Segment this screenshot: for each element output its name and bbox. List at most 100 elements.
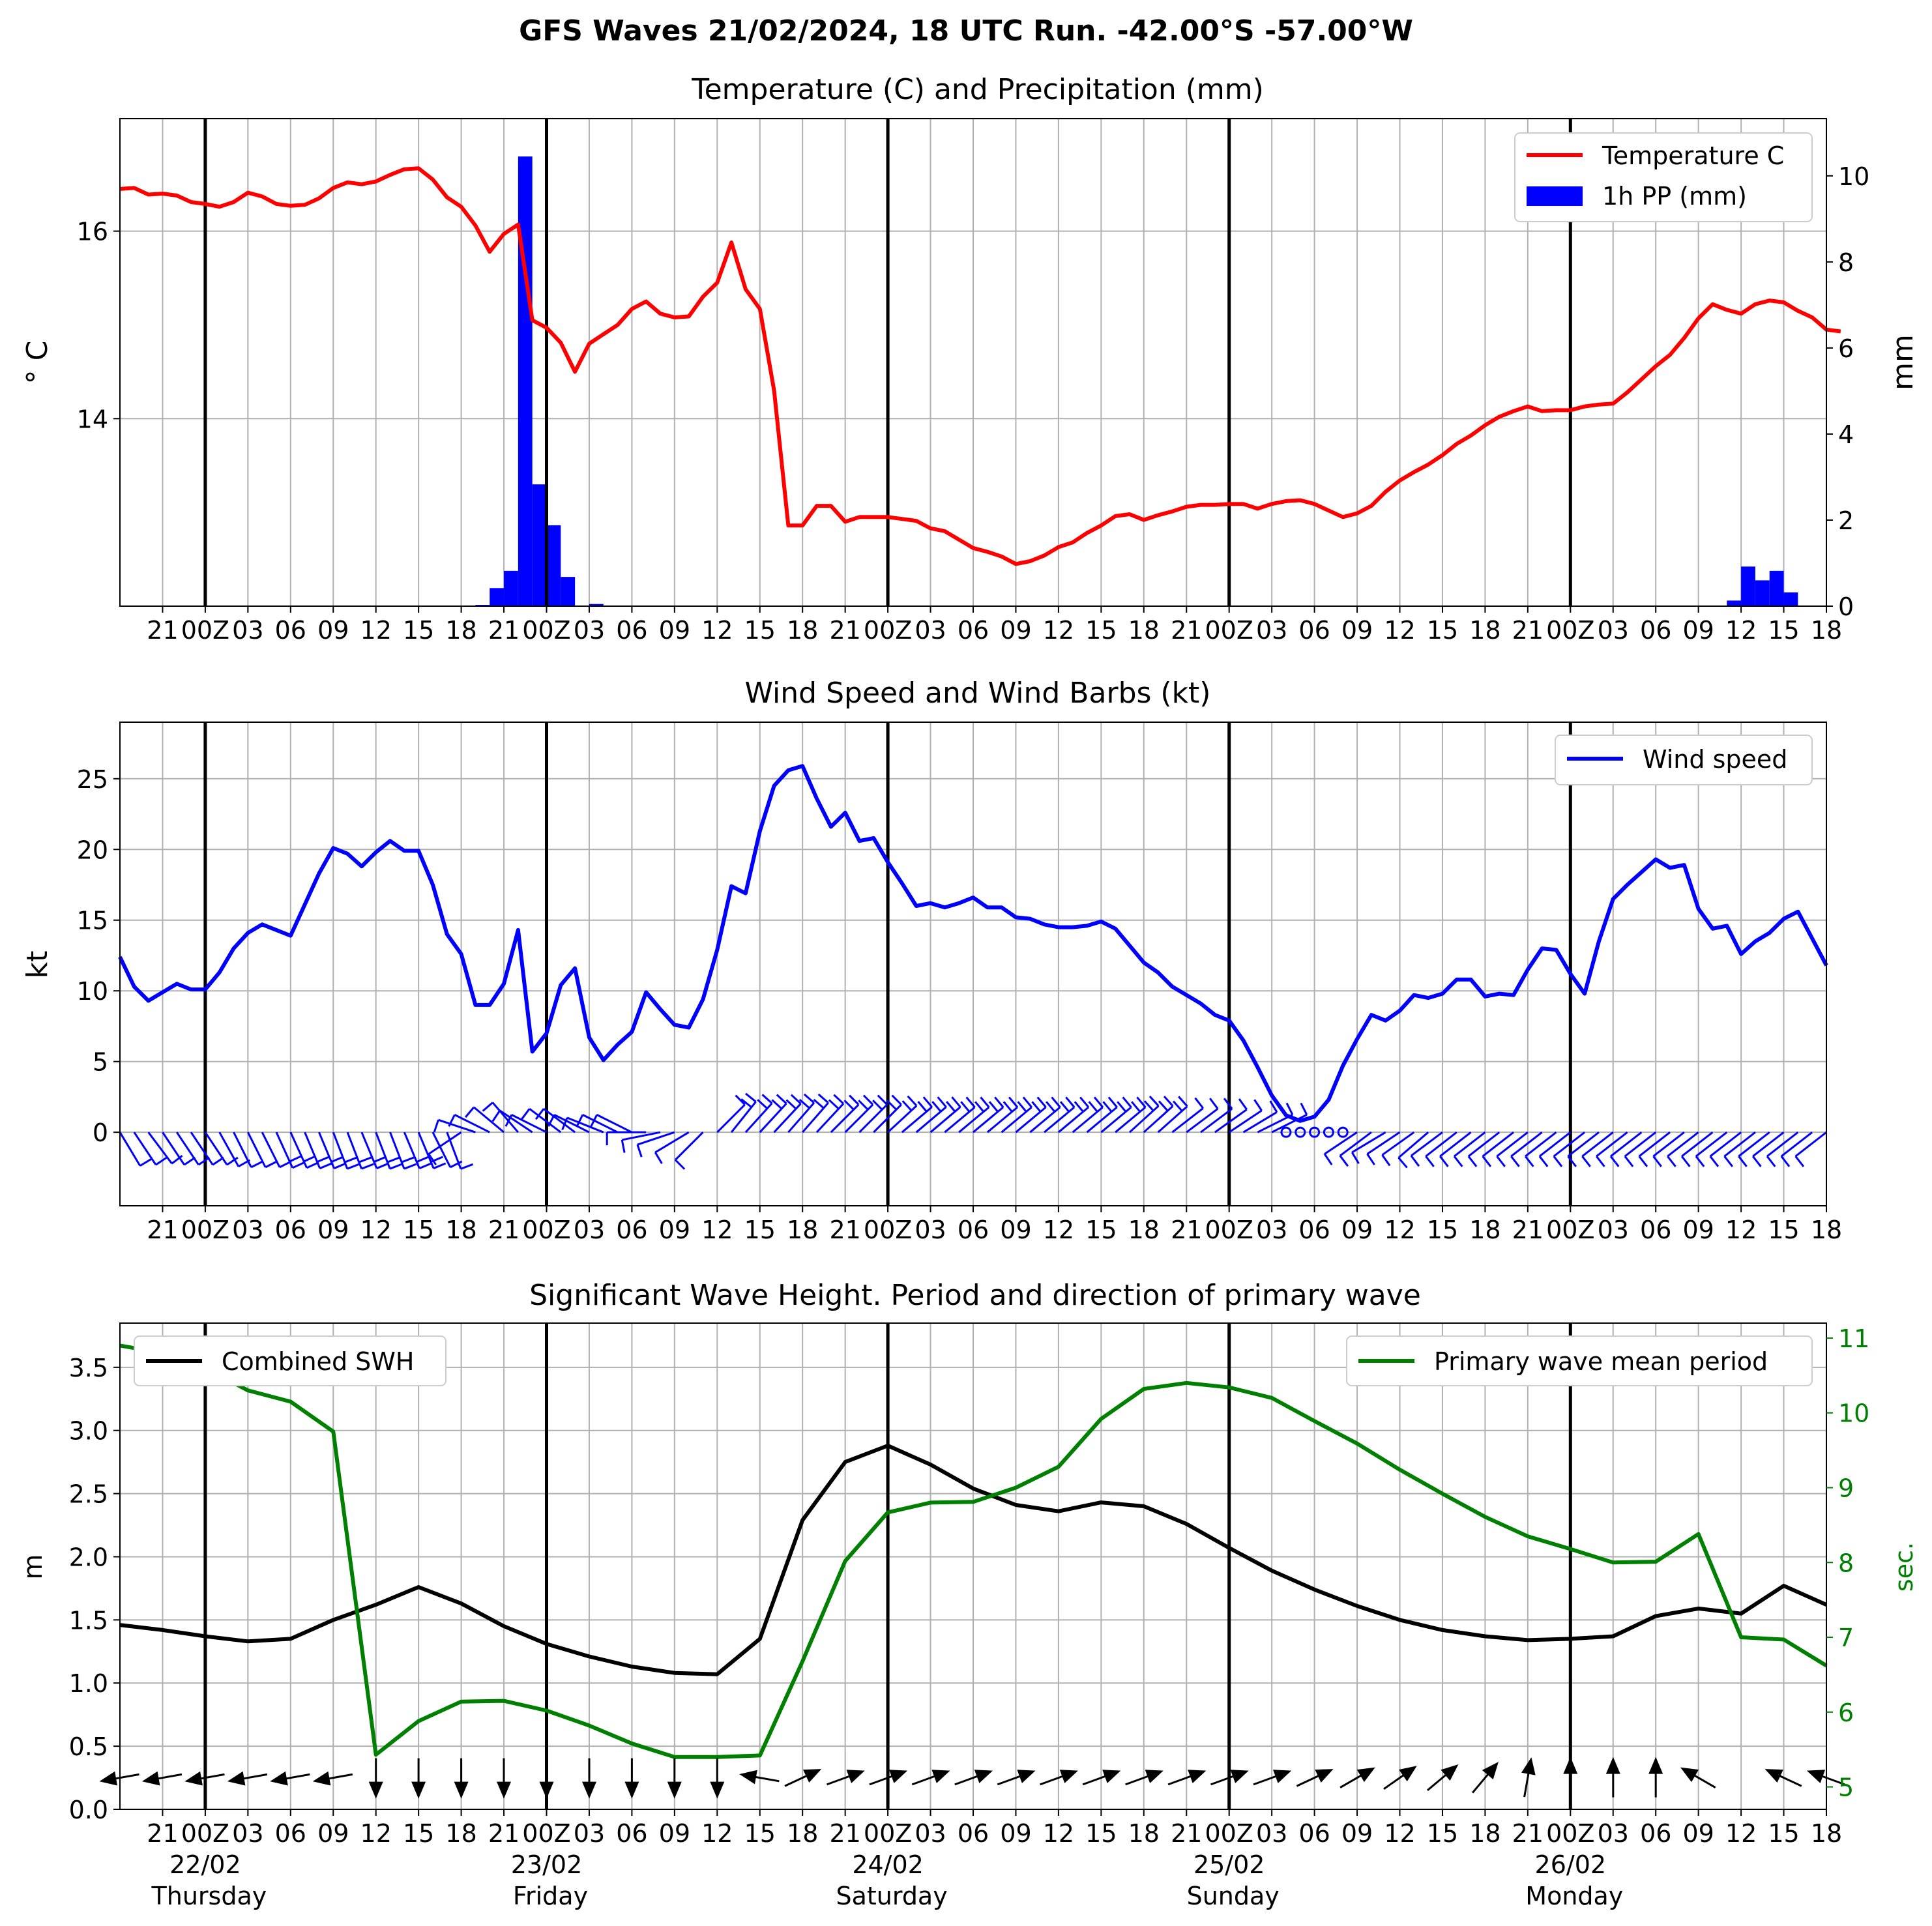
wave-arrow-head	[411, 1781, 426, 1799]
wind-barb-flag	[1596, 1156, 1605, 1167]
wind-barb-shaft	[1510, 1131, 1543, 1158]
x-tick-label: 18	[445, 616, 476, 645]
wind-barb-flag	[1638, 1156, 1648, 1167]
wind-barb-flag	[761, 1094, 773, 1104]
y-right-tick-label: 9	[1838, 1474, 1854, 1502]
precip-legend-swatch	[1527, 186, 1583, 206]
wave-direction-arrow	[582, 1758, 596, 1799]
wind-y-ticks: 0 5 10 15 20 25	[77, 765, 120, 1147]
wind-barb-flag	[1017, 1101, 1027, 1113]
wind-barb-flag	[1088, 1101, 1098, 1113]
wind-barb-flag	[1398, 1157, 1408, 1169]
wave-arrow-head	[1605, 1757, 1620, 1774]
wind-barb-flag	[735, 1094, 746, 1105]
precip-bar	[490, 588, 505, 606]
wind-barb-flag	[590, 1114, 598, 1127]
wind-barb-flag	[139, 1158, 152, 1167]
wind-barb-flag	[872, 1100, 883, 1111]
y-tick-label: 0.5	[69, 1732, 108, 1761]
wind-barb-flag	[858, 1100, 869, 1111]
wind-barb-shaft	[1339, 1131, 1372, 1157]
wave-arrow-shaft	[997, 1774, 1024, 1786]
wind-barb-flag	[482, 1102, 493, 1112]
wind-barb-flag	[1131, 1101, 1141, 1113]
wave-arrow-shaft	[1125, 1774, 1152, 1786]
wind-barb-calm	[1295, 1126, 1306, 1138]
wind-panel: Wind Speed and Wind Barbs (kt) 21 00Z 03 06…	[21, 677, 1842, 1244]
wind-barb-flag	[790, 1094, 802, 1105]
swh-legend: Combined SWH	[134, 1335, 446, 1386]
wind-barb-shaft	[1596, 1131, 1628, 1158]
wind-barb-flag	[416, 1156, 430, 1163]
wave-panel: Significant Wave Height. Period and dire…	[18, 1279, 1918, 1910]
x-tick-label: 09	[317, 1216, 349, 1244]
x-tick-label: 18	[787, 1216, 818, 1244]
wind-barb-flag	[1609, 1156, 1620, 1167]
wind-barb-shaft	[454, 1114, 490, 1133]
wind-barb-flag	[843, 1100, 855, 1111]
wind-barb-shaft	[566, 1116, 604, 1133]
wind-barb-shaft	[389, 1131, 405, 1169]
wave-panel-title: Significant Wave Height. Period and dire…	[529, 1279, 1421, 1312]
wind-barb-flag	[401, 1156, 415, 1163]
wave-direction-arrows	[99, 1757, 1845, 1799]
y-tick-label: 10	[77, 977, 108, 1006]
wind-barb-shaft	[1425, 1131, 1457, 1158]
x-tick-label: 15	[1768, 1216, 1799, 1244]
x-tick-label: 15	[1768, 1819, 1799, 1848]
wind-barb-shaft	[529, 1107, 562, 1133]
date-label: 25/02	[1193, 1850, 1265, 1879]
x-tick-label: 00Z	[1205, 1216, 1253, 1244]
x-tick-label: 09	[659, 1216, 690, 1244]
wind-barb-flag	[521, 1108, 531, 1120]
wave-arrow-head	[846, 1770, 865, 1783]
wind-barb-flag	[901, 1100, 913, 1111]
y-tick-label: 25	[77, 765, 108, 794]
x-tick-label: 18	[1811, 1819, 1842, 1848]
wave-direction-arrow	[1648, 1757, 1663, 1798]
wind-barb-shaft	[973, 1106, 1004, 1133]
wind-barb-flag	[171, 1154, 183, 1165]
wind-barb-flag	[1667, 1156, 1676, 1167]
wind-x-ticks: 21 00Z 03 06 09 12 15 18 21 00Z 03 06 09 12 15 18 21 00Z 0…	[147, 1206, 1842, 1244]
x-tick-label: 18	[1811, 1216, 1842, 1244]
x-tick-label: 21	[1171, 1216, 1202, 1244]
x-tick-label: 09	[1341, 1819, 1373, 1848]
x-tick-label: 12	[1384, 1819, 1415, 1848]
wave-direction-arrow	[1426, 1764, 1459, 1792]
precip-bar	[504, 570, 518, 606]
wind-barb-shaft	[1752, 1131, 1785, 1158]
wave-direction-arrow	[1806, 1770, 1845, 1786]
x-tick-label: 00Z	[522, 616, 570, 645]
wave-direction-arrow	[784, 1769, 822, 1787]
wind-barb-shaft	[438, 1118, 476, 1133]
wave-arrow-head	[270, 1771, 288, 1786]
wind-barb-shaft	[1695, 1131, 1728, 1158]
wind-barb-flag	[491, 1110, 501, 1122]
x-tick-label: 21	[147, 1819, 178, 1848]
wind-barb-flag	[1482, 1156, 1492, 1167]
wave-arrow-head	[1188, 1770, 1207, 1783]
precip-bar	[546, 525, 561, 606]
wave-arrow-head	[99, 1771, 118, 1786]
wind-barb-flag	[505, 1114, 513, 1127]
wind-barb-flag	[1652, 1156, 1662, 1167]
wave-direction-arrow	[312, 1771, 353, 1786]
swh-ylabel: m	[18, 1554, 48, 1580]
wind-barb-flag	[877, 1094, 888, 1105]
wind-barb-shaft	[432, 1131, 452, 1168]
x-tick-label: 09	[317, 1819, 349, 1848]
wave-arrow-shaft	[111, 1773, 139, 1781]
wave-arrow-shaft	[752, 1775, 780, 1783]
wave-direction-arrow	[710, 1758, 725, 1799]
wind-barb-flag	[1285, 1102, 1294, 1116]
wind-barb-shaft	[473, 1106, 505, 1133]
wave-direction-arrow	[454, 1758, 469, 1799]
wind-barb-flag	[433, 1119, 439, 1133]
wind-barb-shaft	[318, 1131, 335, 1169]
wave-arrow-head	[1482, 1762, 1499, 1780]
y-tick-label: 1.0	[69, 1669, 108, 1698]
wind-barb-shaft	[621, 1131, 661, 1141]
wind-barb-flag	[1300, 1102, 1308, 1116]
wave-arrow-shaft	[1296, 1773, 1323, 1787]
